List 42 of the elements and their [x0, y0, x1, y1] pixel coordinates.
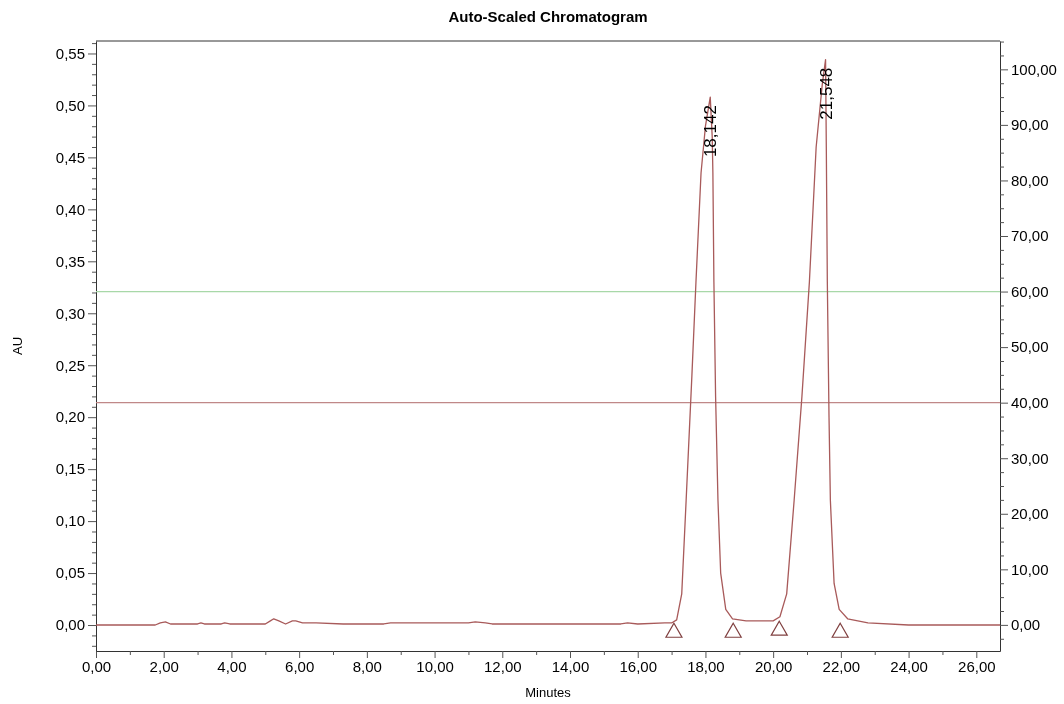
y2-tick-label: 70,00	[1011, 227, 1049, 245]
y-tick-label: 0,20	[55, 408, 85, 426]
y-tick-label: 0,40	[55, 200, 85, 218]
x-tick-label: 16,00	[619, 657, 657, 675]
y-tick-label: 0,50	[55, 96, 85, 114]
y2-tick-label: 30,00	[1011, 449, 1049, 467]
x-tick-label: 4,00	[217, 657, 247, 675]
y2-tick-label: 60,00	[1011, 282, 1049, 300]
y-tick-label: 0,10	[55, 512, 85, 530]
y-tick-label: 0,35	[55, 252, 85, 270]
y2-tick-label: 0,00	[1011, 616, 1041, 634]
y2-tick-label: 20,00	[1011, 505, 1049, 523]
x-tick-label: 14,00	[551, 657, 590, 675]
y-tick-label: 0,45	[55, 148, 85, 166]
annotation: 21,548	[816, 67, 836, 120]
x-tick-label: 0,00	[81, 657, 112, 675]
y-axis-title: AU	[10, 336, 25, 356]
x-tick-label: 18,00	[687, 657, 725, 675]
y2-tick-label: 100,00	[1011, 60, 1057, 78]
y-tick-label: 0,25	[55, 356, 85, 374]
x-tick-label: 8,00	[352, 657, 382, 675]
y2-tick-label: 50,00	[1011, 338, 1049, 356]
y2-tick-label: 90,00	[1011, 116, 1049, 134]
y-tick-label: 0,55	[55, 44, 85, 62]
x-tick-label: 20,00	[754, 657, 793, 675]
annotation: 18,142	[701, 105, 721, 158]
x-tick-label: 24,00	[890, 657, 928, 675]
x-tick-label: 6,00	[285, 657, 315, 675]
x-tick-label: 26,00	[958, 657, 996, 675]
y-tick-label: 0,05	[55, 564, 85, 582]
x-tick-label: 12,00	[484, 657, 522, 675]
x-tick-label: 22,00	[822, 657, 861, 675]
y-tick-label: 0,30	[55, 304, 85, 322]
y-tick-label: 0,15	[55, 460, 85, 478]
y2-tick-label: 80,00	[1011, 171, 1049, 189]
x-axis-title: Minutes	[525, 685, 572, 700]
y2-tick-label: 40,00	[1011, 393, 1049, 411]
x-tick-label: 10,00	[416, 657, 454, 675]
x-tick-label: 2,00	[149, 657, 179, 675]
chart-title: Auto-Scaled Chromatogram	[448, 8, 648, 25]
y2-tick-label: 10,00	[1011, 560, 1049, 578]
y-tick-label: 0,00	[55, 616, 85, 634]
